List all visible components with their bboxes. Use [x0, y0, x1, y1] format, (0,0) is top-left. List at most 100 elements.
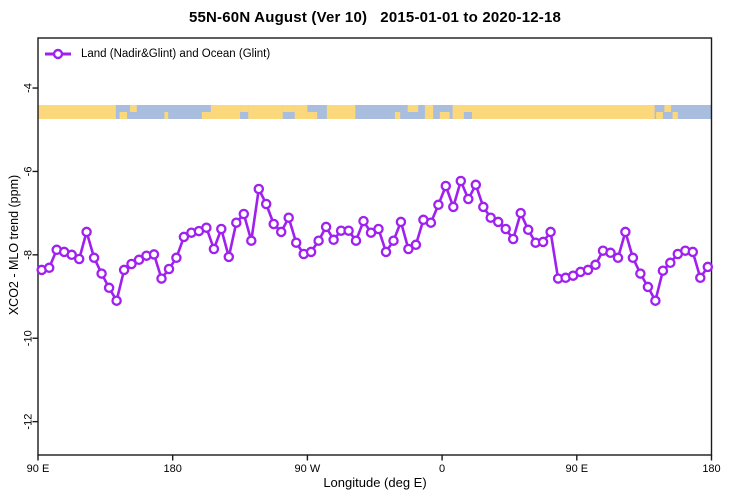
data-point-marker: [665, 257, 676, 269]
land-segment: [38, 105, 116, 119]
data-point-marker: [111, 295, 122, 306]
data-point-marker: [463, 193, 474, 205]
chart-title: 55N-60N August (Ver 10) 2015-01-01 to 20…: [188, 9, 562, 26]
data-point-marker: [590, 259, 601, 271]
data-line: [40, 179, 710, 303]
data-point-marker: [657, 265, 669, 276]
data-point-marker: [178, 231, 190, 243]
land-segment: [394, 112, 401, 119]
land-segment: [656, 112, 663, 119]
land-segment: [164, 112, 169, 119]
data-point-marker: [275, 226, 287, 238]
x-tick-label: 90 E: [27, 463, 50, 475]
data-point-marker: [216, 223, 227, 235]
data-point-marker: [208, 243, 220, 255]
data-point-marker: [403, 243, 414, 255]
data-point-marker: [642, 281, 654, 293]
data-point-marker: [81, 226, 92, 238]
data-point-marker: [171, 252, 182, 264]
land-segment: [201, 112, 211, 119]
x-tick-label: 90 E: [565, 463, 588, 475]
land-segment: [326, 105, 356, 119]
legend: Land (Nadir&Glint) and Ocean (Glint): [44, 48, 270, 60]
data-point-marker: [522, 224, 534, 236]
data-point-marker: [246, 235, 257, 246]
land-segment: [130, 105, 137, 112]
land-segment: [119, 112, 128, 119]
data-point-marker: [448, 201, 459, 213]
plot-frame: [37, 37, 713, 456]
data-point-marker: [620, 226, 631, 238]
data-point-marker: [283, 212, 294, 223]
y-tick-label: -12: [23, 414, 35, 430]
data-point-marker: [223, 251, 235, 263]
y-tick-label: -6: [23, 167, 35, 177]
data-point-marker: [88, 252, 100, 264]
y-tick-label: -4: [23, 83, 35, 93]
land-segment: [672, 112, 678, 119]
data-point-marker: [612, 252, 624, 264]
data-point-marker: [627, 252, 639, 264]
data-point-marker: [373, 223, 384, 235]
data-point-marker: [260, 198, 272, 210]
data-point-marker: [96, 268, 107, 279]
data-point-marker: [507, 233, 519, 245]
data-point-marker: [290, 237, 302, 248]
data-point-marker: [635, 268, 646, 279]
data-point-marker: [320, 221, 332, 233]
data-point-marker: [478, 201, 489, 213]
data-point-marker: [440, 180, 452, 192]
data-point-marker: [455, 175, 467, 187]
land-segment: [240, 105, 249, 112]
data-point-marker: [545, 226, 556, 238]
data-point-marker: [515, 207, 526, 219]
land-segment: [452, 105, 655, 119]
data-point-marker: [43, 262, 55, 274]
land-segment: [294, 105, 308, 119]
data-point-marker: [133, 254, 145, 266]
data-point-marker: [313, 235, 324, 246]
data-point-marker: [380, 246, 392, 258]
land-segment: [248, 105, 283, 119]
land-segment: [307, 112, 318, 119]
data-point-marker: [343, 225, 354, 236]
data-point-marker: [73, 253, 85, 265]
data-point-marker: [358, 215, 369, 227]
data-point-marker: [156, 273, 167, 284]
x-tick-label: 90 W: [295, 463, 321, 475]
data-point-marker: [650, 295, 661, 306]
data-point-marker: [687, 246, 699, 258]
data-point-marker: [253, 183, 265, 195]
data-point-marker: [537, 236, 549, 248]
x-tick-label: 180: [164, 463, 182, 475]
data-point-marker: [328, 234, 339, 246]
data-point-marker: [103, 282, 115, 294]
data-point-marker: [238, 208, 250, 220]
land-segment: [424, 105, 434, 119]
land-segment: [210, 105, 241, 119]
x-tick-label: 0: [439, 463, 445, 475]
land-segment: [664, 105, 672, 112]
data-point-marker: [148, 249, 160, 260]
legend-label: Land (Nadir&Glint) and Ocean (Glint): [81, 48, 271, 60]
land-segment: [439, 112, 450, 119]
data-point-marker: [410, 239, 422, 251]
data-point-marker: [118, 264, 130, 276]
data-point-marker: [702, 261, 714, 273]
data-point-marker: [695, 272, 706, 284]
data-point-marker: [395, 216, 407, 228]
land-segment: [282, 105, 295, 112]
y-tick-label: -8: [23, 250, 35, 260]
y-tick-label: -10: [23, 330, 35, 346]
data-point-marker: [605, 247, 616, 259]
x-axis-title: Longitude (deg E): [323, 475, 427, 490]
data-point-marker: [163, 263, 175, 275]
data-point-marker: [66, 249, 77, 261]
legend-line-marker-icon: [45, 48, 71, 60]
land-segment: [407, 105, 419, 112]
data-point-marker: [305, 246, 317, 258]
data-point-marker: [126, 258, 137, 270]
data-point-marker: [582, 264, 594, 276]
data-point-marker: [485, 212, 496, 223]
